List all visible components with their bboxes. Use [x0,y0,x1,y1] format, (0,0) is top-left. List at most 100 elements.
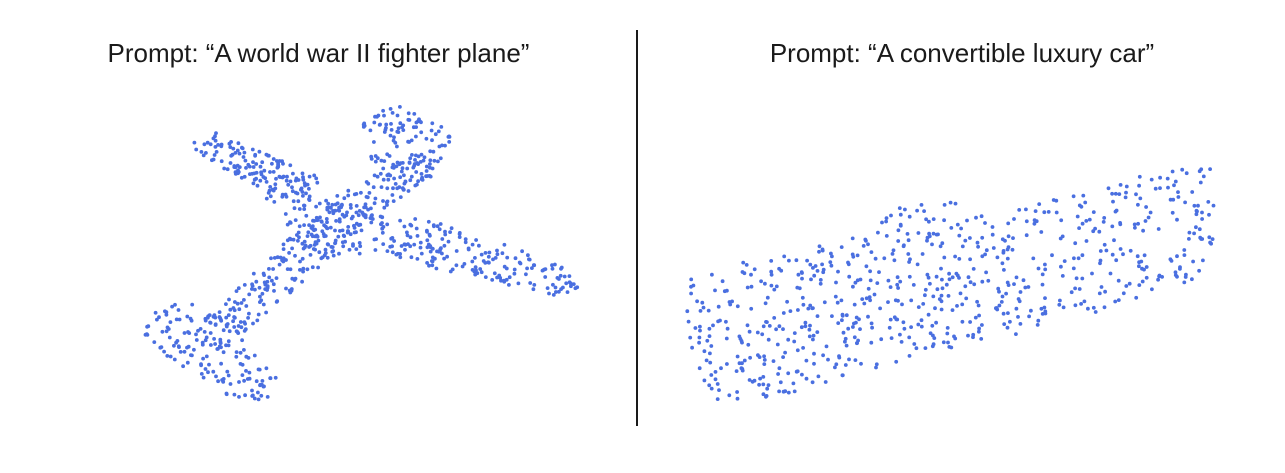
cloud-point [527,257,531,262]
cloud-point [1033,209,1038,214]
cloud-point [821,353,825,358]
cloud-point [409,223,414,228]
cloud-point [852,321,856,326]
cloud-point [786,371,791,376]
cloud-point [410,153,414,157]
cloud-point [1170,210,1175,215]
cloud-point [392,239,396,243]
cloud-point [991,246,996,250]
cloud-point [293,276,298,281]
cloud-point [1083,200,1088,205]
cloud-point [428,149,433,154]
cloud-point [796,272,801,277]
cloud-point [189,353,193,357]
cloud-point [303,245,307,250]
cloud-point [901,320,906,325]
cloud-point [239,325,244,330]
cloud-point [1124,184,1129,189]
cloud-point [261,384,266,389]
cloud-point [185,360,190,365]
cloud-point [262,168,267,173]
cloud-point [425,245,430,250]
cloud-point [264,310,268,315]
cloud-point [430,263,435,268]
cloud-point [1137,174,1142,179]
cloud-point [337,208,342,213]
cloud-point [446,239,451,244]
cloud-point [288,163,293,168]
cloud-point [1104,248,1109,253]
cloud-point [422,155,427,160]
cloud-point [225,369,230,374]
cloud-point [761,382,766,387]
cloud-point [425,238,430,243]
cloud-point [194,147,199,152]
cloud-point [474,268,478,273]
cloud-point [442,243,447,248]
cloud-point [347,247,352,252]
cloud-point [205,315,210,320]
cloud-point [968,257,972,262]
cloud-point [240,338,245,343]
cloud-point [1059,264,1063,269]
cloud-point [428,249,433,254]
cloud-point [274,276,279,280]
cloud-point [716,304,721,309]
cloud-point [234,354,239,359]
cloud-point [1158,175,1162,180]
cloud-point [194,338,199,342]
cloud-point [1024,233,1029,238]
cloud-point [942,218,946,223]
cloud-point [898,279,903,284]
cloud-point [986,278,991,283]
cloud-point [727,300,732,304]
cloud-point [448,230,452,235]
cloud-point [955,304,959,308]
cloud-point [1080,253,1085,258]
cloud-point [906,252,911,256]
cloud-point [202,142,207,147]
cloud-point [286,182,291,187]
cloud-point [1121,291,1126,296]
cloud-point [385,249,390,254]
cloud-point [490,278,495,282]
cloud-point [307,174,312,179]
cloud-point [285,238,290,243]
cloud-point [934,232,939,237]
cloud-point [228,161,233,165]
cloud-point [473,265,478,270]
cloud-point [391,186,395,191]
cloud-point [977,329,981,334]
cloud-point [369,214,374,218]
cloud-point [882,256,887,261]
cloud-point [212,153,217,157]
cloud-point [1134,295,1139,300]
cloud-point [243,393,248,398]
cloud-point [219,345,223,350]
cloud-point [256,367,261,372]
cloud-point [792,389,797,394]
cloud-point [354,210,359,215]
cloud-point [318,215,322,220]
cloud-point [300,171,305,176]
cloud-point [325,207,330,212]
cloud-point [457,235,462,240]
cloud-point [425,229,429,234]
cloud-point [382,159,387,164]
cloud-point [734,369,739,373]
cloud-point [843,336,848,341]
cloud-point [250,147,255,152]
cloud-point [927,231,931,236]
cloud-point [1113,191,1118,196]
cloud-point [185,314,190,319]
cloud-point [213,342,218,346]
cloud-point [867,295,872,299]
cloud-point [740,340,744,345]
cloud-point [252,396,257,401]
cloud-point [257,285,262,290]
cloud-point [698,309,703,313]
cloud-point [839,298,844,303]
cloud-point [341,244,346,249]
cloud-point [390,250,395,255]
cloud-point [803,320,808,325]
